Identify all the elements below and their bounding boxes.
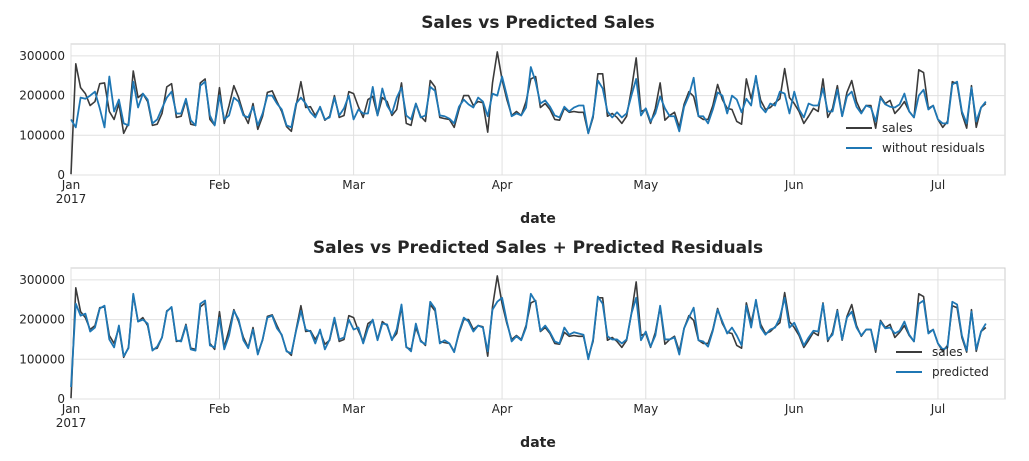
bottom-x-tick-label: Jul xyxy=(930,402,945,416)
top-legend-label: without residuals xyxy=(882,141,985,155)
bottom-legend-label: predicted xyxy=(932,365,989,379)
top-x-tick-label: Jan xyxy=(61,178,81,192)
top-x-tick-label: Jul xyxy=(930,178,945,192)
bottom-y-tick-label: 0 xyxy=(57,392,65,406)
bottom-x-tick-label: May xyxy=(633,402,658,416)
bottom-y-tick-label: 300000 xyxy=(19,273,65,287)
top-x-tick-label: Feb xyxy=(209,178,230,192)
bottom-y-tick-label: 200000 xyxy=(19,313,65,327)
top-x-tick-label: Apr xyxy=(492,178,513,192)
bottom-x-tick-label: Jan xyxy=(61,402,81,416)
bottom-plot-area xyxy=(70,267,1006,400)
top-y-tick-label: 300000 xyxy=(19,49,65,63)
top-legend: sales without residuals xyxy=(846,121,985,155)
top-series-line-without-residuals xyxy=(70,66,987,135)
top-legend-label: sales xyxy=(882,121,913,135)
top-chart-panel: Sales vs Predicted Sales date 0 100000 200… xyxy=(19,13,1006,227)
bottom-legend-label: sales xyxy=(932,345,963,359)
top-y-tick-label: 100000 xyxy=(19,128,65,142)
top-y-tick-label: 0 xyxy=(57,168,65,182)
bottom-chart-title: Sales vs Predicted Sales + Predicted Res… xyxy=(313,238,763,258)
bottom-x-tick-label: Feb xyxy=(209,402,230,416)
top-x-tick-label: Jun xyxy=(784,178,804,192)
bottom-legend: sales predicted xyxy=(896,345,989,379)
top-chart-title: Sales vs Predicted Sales xyxy=(421,13,655,33)
top-x-tick-label: Mar xyxy=(342,178,365,192)
top-x-tick-label: May xyxy=(633,178,658,192)
top-x-tick-sublabel: 2017 xyxy=(56,192,87,206)
top-plot-area xyxy=(70,43,1006,176)
bottom-y-tick-label: 100000 xyxy=(19,352,65,366)
bottom-x-tick-label: Jun xyxy=(784,402,804,416)
bottom-x-tick-sublabel: 2017 xyxy=(56,416,87,430)
top-y-tick-label: 200000 xyxy=(19,89,65,103)
bottom-x-tick-label: Mar xyxy=(342,402,365,416)
bottom-x-tick-label: Apr xyxy=(492,402,513,416)
bottom-series-line-predicted xyxy=(70,292,987,388)
bottom-chart-panel: Sales vs Predicted Sales + Predicted Res… xyxy=(19,238,1006,451)
top-chart-x-axis-label: date xyxy=(520,211,556,227)
bottom-chart-x-axis-label: date xyxy=(520,435,556,451)
